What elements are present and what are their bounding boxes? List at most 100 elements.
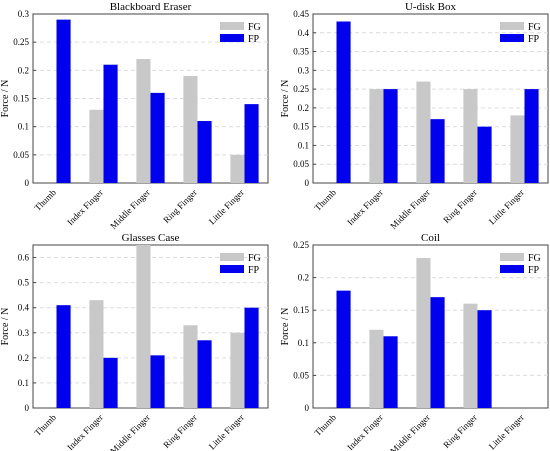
bar-fg: [183, 75, 198, 183]
y-tick-label: 0: [305, 403, 310, 413]
x-tick-label: Little Finger: [487, 187, 526, 226]
y-tick-label: 0.2: [18, 65, 29, 75]
y-tick-label: 0.4: [298, 28, 310, 38]
y-tick-label: 0.3: [18, 9, 30, 19]
y-tick-label: 0.1: [18, 122, 29, 132]
y-tick-label: 0.3: [298, 65, 310, 75]
bar-fp: [336, 290, 351, 408]
x-tick-label: Thumb: [312, 187, 338, 213]
x-tick-label: Little Finger: [207, 187, 246, 226]
y-tick-label: 0.1: [298, 338, 309, 348]
legend-swatch-fp: [500, 265, 524, 273]
bar-fp: [56, 19, 71, 184]
bar-fp: [477, 126, 492, 183]
bar-fp: [524, 89, 539, 183]
chart-title: U-disk Box: [405, 1, 457, 13]
y-axis-label: Force / N: [280, 308, 291, 346]
bar-fg: [230, 332, 245, 408]
chart-title: Glasses Case: [122, 232, 180, 244]
y-tick-label: 0.4: [18, 303, 30, 313]
legend-swatch-fg: [220, 253, 244, 261]
bar-fp: [383, 89, 398, 183]
legend-label-fp: FP: [528, 34, 540, 45]
bar-fg: [463, 303, 478, 408]
bar-fg: [510, 115, 525, 183]
bar-fp: [383, 336, 398, 408]
x-tick-label: Middle Finger: [388, 412, 432, 451]
y-tick-label: 0.15: [13, 94, 29, 104]
legend-label-fg: FG: [528, 253, 541, 264]
x-tick-label: Thumb: [312, 412, 338, 438]
bar-fg: [89, 109, 104, 183]
y-tick-label: 0.15: [293, 305, 309, 315]
x-tick-label: Middle Finger: [388, 187, 432, 231]
chart-3: 0 0.1 0.2 0.3 0.4 0.5 0.6 Glasses Case Force / N…: [0, 232, 269, 451]
bar-fg: [416, 81, 431, 183]
bar-fp: [477, 310, 492, 408]
y-tick-label: 0.35: [293, 47, 309, 57]
y-tick-label: 0.45: [293, 9, 309, 19]
bar-fg: [416, 258, 431, 408]
bar-fp: [244, 104, 259, 183]
y-tick-label: 0.25: [13, 37, 29, 47]
x-tick-label: Index Finger: [65, 187, 105, 227]
y-tick-label: 0: [305, 178, 310, 188]
bar-fp: [103, 357, 118, 408]
x-tick-label: Index Finger: [345, 187, 385, 227]
bar-fp: [430, 119, 445, 183]
legend-label-fp: FP: [248, 34, 260, 45]
legend-swatch-fg: [500, 22, 524, 30]
y-tick-label: 0.2: [298, 273, 309, 283]
y-tick-label: 0.5: [18, 278, 30, 288]
x-tick-label: Index Finger: [345, 412, 385, 451]
x-tick-label: Ring Finger: [161, 187, 199, 225]
y-tick-label: 0: [25, 178, 30, 188]
bar-fp: [244, 307, 259, 408]
y-tick-label: 0.05: [293, 370, 309, 380]
legend-label-fp: FP: [248, 265, 260, 276]
x-tick-label: Little Finger: [487, 412, 526, 451]
bar-fp: [336, 21, 351, 184]
chart-title: Coil: [421, 232, 440, 244]
legend-label-fg: FG: [528, 22, 541, 33]
x-tick-label: Thumb: [32, 187, 58, 213]
bar-fg: [463, 89, 478, 183]
y-tick-label: 0.2: [18, 353, 29, 363]
y-axis-label: Force / N: [280, 80, 291, 118]
y-tick-label: 0.1: [298, 140, 309, 150]
chart-4: 0 0.05 0.1 0.15 0.2 0.25 Coil Force / N Thumb Ind…: [280, 232, 549, 451]
x-tick-label: Ring Finger: [161, 412, 199, 450]
y-tick-label: 0.15: [293, 122, 309, 132]
x-tick-label: Ring Finger: [441, 412, 479, 450]
legend-swatch-fp: [500, 34, 524, 42]
bar-fp: [56, 305, 71, 408]
y-tick-label: 0.1: [18, 378, 29, 388]
legend-swatch-fp: [220, 265, 244, 273]
y-tick-label: 0: [25, 403, 30, 413]
bar-fp: [197, 121, 212, 183]
bar-fp: [150, 355, 165, 408]
bar-fg: [136, 245, 151, 408]
bar-fp: [197, 340, 212, 408]
bar-fp: [430, 297, 445, 408]
y-tick-label: 0.05: [13, 150, 29, 160]
y-tick-label: 0.6: [18, 253, 30, 263]
y-axis-label: Force / N: [0, 308, 11, 346]
chart-2: 0 0.05 0.1 0.15 0.2 0.25 0.3 0.35 0.4 0.45 U-disk …: [280, 1, 549, 231]
legend-swatch-fg: [500, 253, 524, 261]
bar-fg: [136, 59, 151, 183]
x-tick-label: Middle Finger: [108, 187, 152, 231]
y-tick-label: 0.3: [18, 328, 30, 338]
x-tick-label: Thumb: [32, 412, 58, 438]
legend-swatch-fg: [220, 22, 244, 30]
legend-label-fp: FP: [528, 265, 540, 276]
bar-fg: [183, 325, 198, 408]
bar-fg: [89, 300, 104, 408]
y-tick-label: 0.25: [293, 240, 309, 250]
y-tick-label: 0.25: [293, 84, 309, 94]
